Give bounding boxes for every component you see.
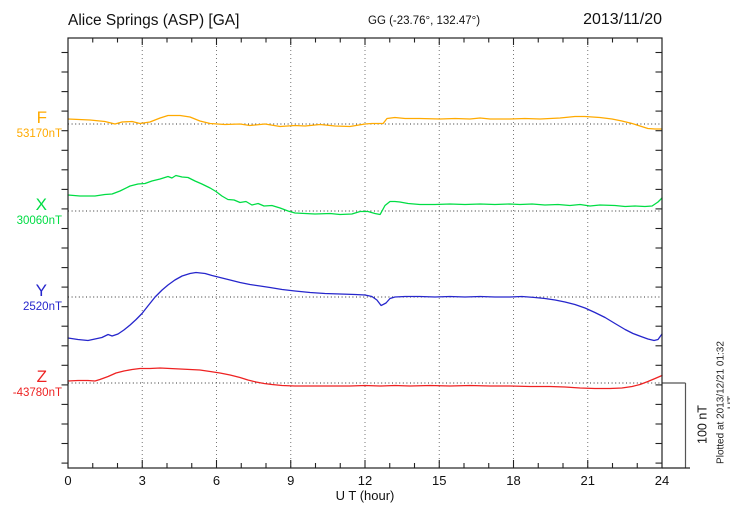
component-label-Y: Y [35, 281, 47, 300]
x-tick-label-9: 9 [287, 473, 295, 488]
x-tick-label-15: 15 [432, 473, 447, 488]
trace-F [67, 114, 663, 130]
plotted-at-timestamp: Plotted at 2013/12/21 01:32 UT [715, 341, 730, 464]
x-tick-label-3: 3 [138, 473, 146, 488]
x-tick-label-6: 6 [212, 473, 221, 488]
x-tick-label-21: 21 [580, 473, 595, 488]
x-tick-label-0: 0 [64, 473, 72, 488]
component-baseline-value-F: 53170nT [16, 128, 62, 140]
component-label-Z: Z [36, 367, 47, 386]
plot-date: 2013/11/20 [583, 11, 662, 28]
trace-Y [67, 271, 663, 342]
station-coordinates: GG (-23.76°, 132.47°) [368, 15, 481, 27]
trace-X [67, 174, 663, 216]
x-axis-title: U T (hour) [335, 488, 395, 503]
trace-Z [67, 367, 663, 390]
component-baseline-value-Z: -43780nT [12, 387, 62, 399]
component-label-X: X [35, 195, 47, 214]
x-tick-label-12: 12 [357, 473, 373, 488]
component-label-F: F [36, 108, 47, 127]
page-title: Alice Springs (ASP) [GA] [68, 12, 240, 29]
scale-bar-label: 100 nT [695, 405, 710, 444]
component-baseline-value-Y: 2520nT [22, 301, 62, 313]
x-tick-label-18: 18 [506, 473, 521, 488]
component-baseline-value-X: 30060nT [16, 215, 62, 227]
x-tick-label-24: 24 [654, 473, 670, 488]
